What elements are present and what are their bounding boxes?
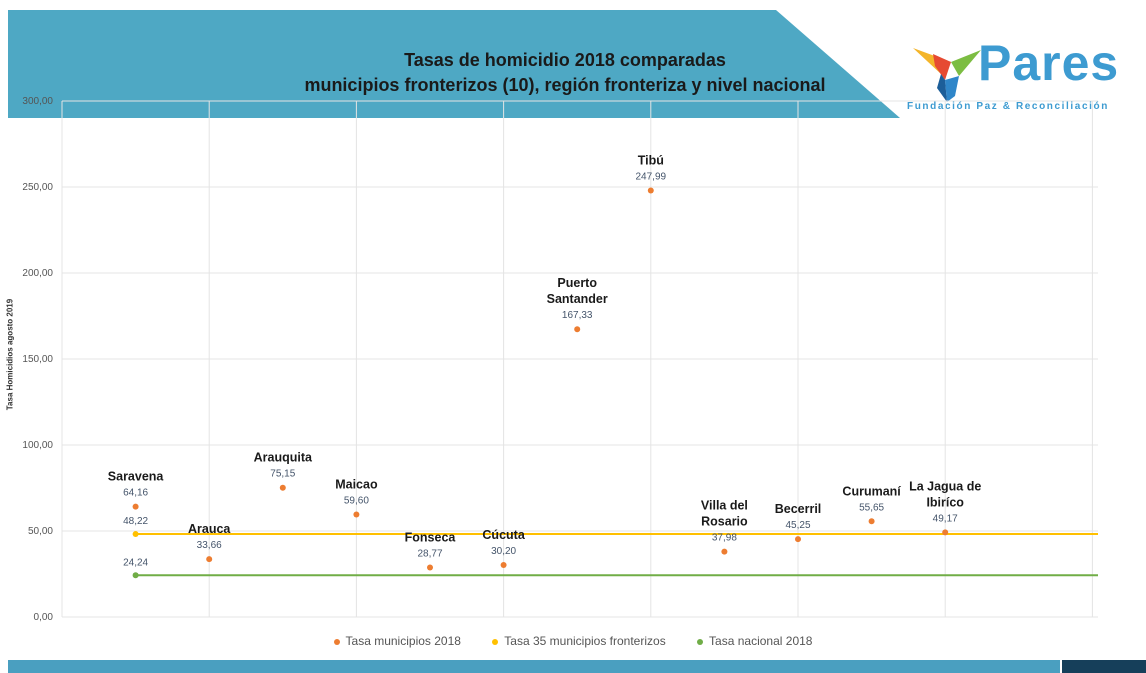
municipio-value-label: 37,98 [712,533,737,544]
municipio-point [427,564,433,571]
pares-logo-mark-icon [913,48,981,102]
municipio-value-label: 28,77 [417,549,442,560]
footer-bar [8,660,1060,673]
municipio-value-label: 45,25 [785,520,810,531]
municipio-name-label: Saravena [108,470,165,484]
footer-bar-accent [1062,660,1146,673]
municipio-name-label: Arauquita [254,451,313,465]
municipio-value-label: 55,65 [859,502,884,513]
chart-legend: Tasa municipios 2018 Tasa 35 municipios … [0,634,1146,648]
y-tick-label: 100,00 [22,440,53,451]
municipio-point [942,529,949,536]
municipio-point [868,518,875,525]
municipio-value-label: 64,16 [123,488,148,499]
y-axis-label: Tasa Homicidios agosto 2019 [5,298,15,411]
y-tick-label: 200,00 [22,268,53,279]
legend-label-nacional: Tasa nacional 2018 [709,634,813,648]
municipio-name-label: Arauca [188,522,231,536]
reference-lines [135,533,1098,577]
y-tick-label: 150,00 [22,354,53,365]
data-points [132,187,949,579]
header-banner [8,10,900,118]
legend-item-municipios: Tasa municipios 2018 [333,634,461,648]
municipio-name-label: Santander [547,292,608,306]
municipio-name-label: Fonseca [405,531,457,545]
municipio-name-label: Tibú [638,153,664,167]
pares-logo-subtitle: Fundación Paz & Reconciliación [907,101,1109,112]
municipio-value-label: 49,17 [933,513,958,524]
municipio-value-label: 247,99 [636,171,667,182]
y-tick-label: 300,00 [22,96,53,107]
municipio-name-label: Curumaní [842,484,901,498]
municipio-point [500,562,507,569]
municipio-point [795,536,801,543]
municipio-name-label: Puerto [557,276,597,290]
legend-label-fronterizos: Tasa 35 municipios fronterizos [504,634,666,648]
municipio-point [206,556,213,563]
legend-marker-municipios [333,638,340,645]
municipio-value-label: 75,15 [270,469,295,480]
municipio-name-label: Rosario [701,515,748,529]
municipio-point [132,503,139,510]
municipio-value-label: 59,60 [344,495,369,506]
legend-label-municipios: Tasa municipios 2018 [345,634,461,648]
municipio-value-label: 33,66 [197,540,222,551]
legend-item-nacional: Tasa nacional 2018 [697,634,812,648]
pares-logo: Pares Fundación Paz & Reconciliación [905,35,1146,120]
municipio-point [279,484,286,491]
fronterizos-rate-value-label: 48,22 [123,516,148,527]
national-rate-point [132,572,139,579]
chart-title-line-1: Tasas de homicidio 2018 comparadas [404,50,726,70]
municipio-value-label: 30,20 [491,546,516,557]
fronterizos-rate-point [132,531,139,538]
municipio-value-label: 167,33 [562,310,593,321]
municipio-point [647,187,654,194]
pares-logo-text: Pares [978,35,1120,91]
grid-layer [61,100,1098,618]
y-tick-label: 0,00 [34,612,54,623]
municipio-point [353,511,360,518]
legend-marker-fronterizos [492,638,499,645]
legend-marker-nacional [697,638,704,645]
municipio-name-label: La Jagua de [909,479,981,493]
municipio-name-label: Ibiríco [926,495,964,509]
y-axis-ticks: 0,00 50,00 100,00 150,00 200,00 250,00 300,00 [22,96,53,623]
y-tick-label: 250,00 [22,182,53,193]
legend-item-fronterizos: Tasa 35 municipios fronterizos [492,634,666,648]
municipio-point [574,326,581,333]
municipio-name-label: Villa del [701,499,748,513]
municipio-point [721,548,728,555]
chart-title-line-2: municipios fronterizos (10), región fron… [304,75,826,95]
municipio-name-label: Cúcuta [482,528,525,542]
municipio-name-label: Becerril [775,502,822,516]
data-labels: 48,22 24,24 64,16 Saravena 33,66 Arauca 75,15 A… [108,153,982,568]
municipio-name-label: Maicao [335,477,378,491]
homicide-rate-chart: 0,0050,00100,00150,00200,00250,00300,00 … [22,96,1098,623]
y-tick-label: 50,00 [28,526,53,537]
national-rate-value-label: 24,24 [123,557,148,568]
header-banner-shape [8,10,900,118]
chart-title: Tasas de homicidio 2018 comparadas munic… [230,48,900,98]
